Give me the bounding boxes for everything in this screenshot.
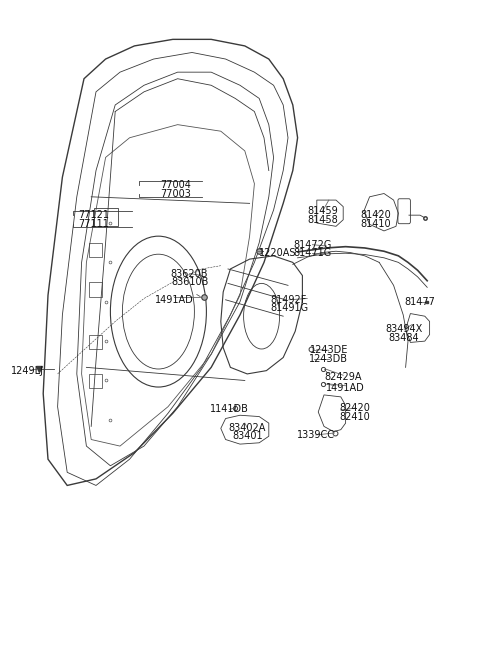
Text: 83402A: 83402A (228, 422, 266, 433)
Text: 77004: 77004 (160, 180, 191, 190)
Text: 81472G: 81472G (293, 239, 332, 250)
Text: 83620B: 83620B (171, 268, 208, 279)
Text: 81420: 81420 (360, 210, 391, 220)
Text: 81477: 81477 (405, 297, 435, 307)
Text: 1491AD: 1491AD (155, 295, 193, 305)
Text: 82420: 82420 (340, 403, 371, 413)
Bar (89, 243, 102, 257)
Text: 82429A: 82429A (324, 372, 362, 382)
Text: 1243DE: 1243DE (310, 345, 348, 356)
Bar (94, 208, 118, 226)
Text: 81492F: 81492F (271, 295, 307, 305)
Text: 81491G: 81491G (270, 303, 308, 314)
Text: 83610B: 83610B (171, 277, 208, 287)
Text: 83401: 83401 (232, 431, 263, 441)
Text: 81458: 81458 (307, 215, 338, 225)
Text: 81459: 81459 (307, 206, 338, 216)
Text: 77121: 77121 (78, 210, 109, 220)
Text: 1141DB: 1141DB (210, 404, 249, 415)
Bar (89, 335, 102, 349)
Text: 83484: 83484 (389, 333, 420, 343)
Text: 1220AS: 1220AS (259, 247, 297, 258)
Text: 77111: 77111 (78, 218, 109, 229)
Bar (89, 374, 102, 388)
Text: 1339CC: 1339CC (297, 430, 335, 440)
Text: 77003: 77003 (160, 188, 191, 199)
Bar (89, 282, 102, 297)
Text: 81410: 81410 (360, 218, 391, 229)
Text: 82410: 82410 (340, 411, 371, 422)
Text: 1249LJ: 1249LJ (12, 365, 44, 376)
Text: 1243DB: 1243DB (309, 354, 348, 364)
Text: 83494X: 83494X (385, 324, 423, 335)
Text: 81471G: 81471G (293, 248, 332, 258)
Text: 1491AD: 1491AD (326, 383, 365, 394)
